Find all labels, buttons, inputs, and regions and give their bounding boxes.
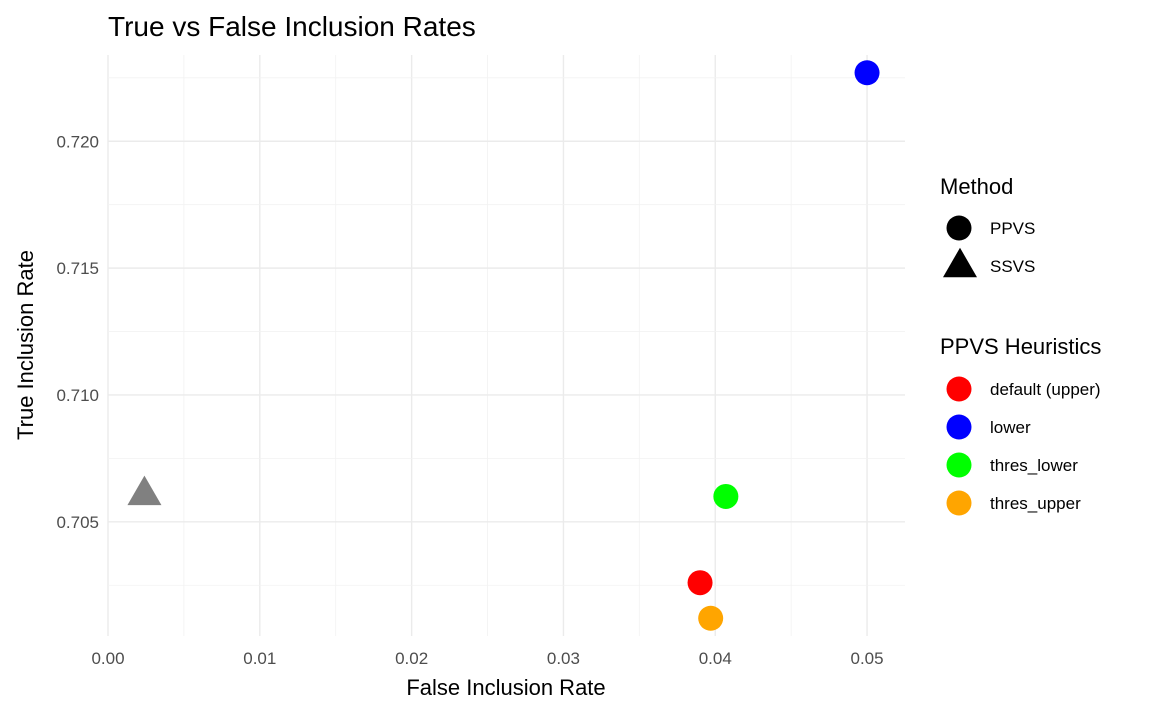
data-point-ssvs (127, 475, 162, 506)
grid (107, 55, 905, 636)
y-tick-label: 0.720 (56, 132, 99, 151)
legend-key-ppvs (946, 215, 972, 241)
data-point-default-upper (687, 570, 713, 596)
data-point-thres-upper (698, 605, 724, 631)
legend-label-lower: lower (990, 418, 1031, 437)
legend-label-thres-lower: thres_lower (990, 456, 1078, 475)
y-tick-label: 0.715 (56, 259, 99, 278)
legend-key-default-upper (946, 376, 972, 402)
legend-key-thres-upper (946, 490, 972, 516)
data-point-lower (854, 60, 880, 86)
legend-key-lower (946, 414, 972, 440)
legend-heuristics-title: PPVS Heuristics (940, 334, 1101, 359)
y-tick-label: 0.710 (56, 386, 99, 405)
x-tick-label: 0.03 (547, 649, 580, 668)
x-axis-ticks: 0.00 0.01 0.02 0.03 0.04 0.05 (91, 649, 883, 668)
data-point-thres-lower (713, 483, 739, 509)
legend-method-title: Method (940, 174, 1013, 199)
y-tick-label: 0.705 (56, 513, 99, 532)
legend-label-ppvs: PPVS (990, 219, 1035, 238)
chart-title: True vs False Inclusion Rates (108, 11, 476, 42)
legend-key-ssvs (943, 247, 977, 278)
legend-label-ssvs: SSVS (990, 257, 1035, 276)
x-axis-title: False Inclusion Rate (406, 675, 605, 700)
legend-ppvs-heuristics: PPVS Heuristics default (upper) lower thre… (940, 334, 1101, 516)
data-points (127, 60, 880, 631)
x-tick-label: 0.00 (91, 649, 124, 668)
legend-label-default-upper: default (upper) (990, 380, 1101, 399)
y-axis-ticks: 0.705 0.710 0.715 0.720 (56, 132, 99, 532)
y-axis-title: True Inclusion Rate (13, 250, 38, 440)
legend-method: Method PPVS SSVS (940, 174, 1035, 278)
x-tick-label: 0.01 (243, 649, 276, 668)
x-tick-label: 0.02 (395, 649, 428, 668)
x-tick-label: 0.05 (851, 649, 884, 668)
x-tick-label: 0.04 (699, 649, 732, 668)
legend-key-thres-lower (946, 452, 972, 478)
legend-label-thres-upper: thres_upper (990, 494, 1081, 513)
